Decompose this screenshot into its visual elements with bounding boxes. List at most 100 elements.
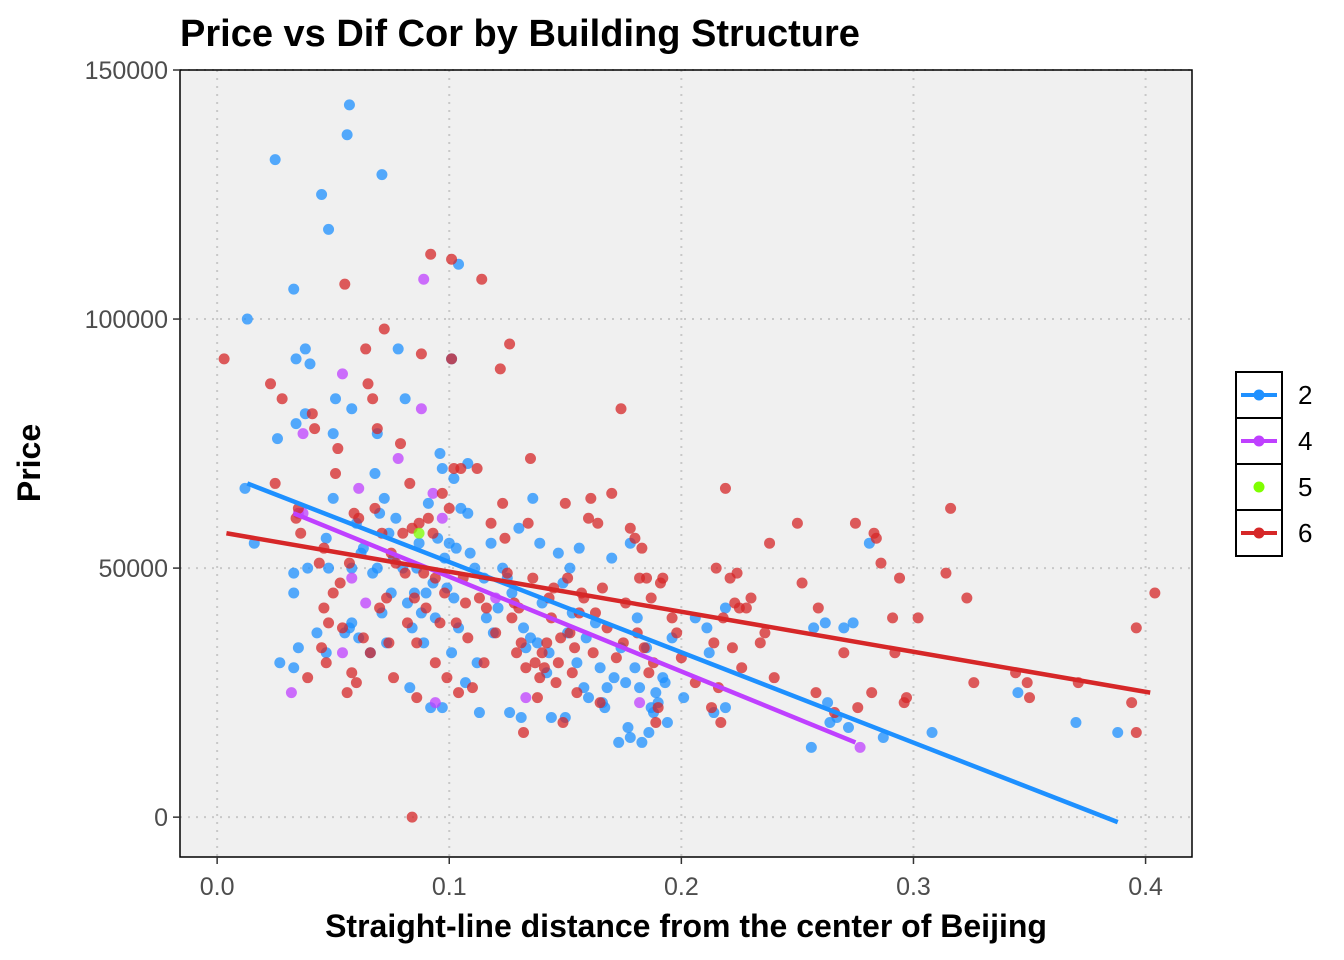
- data-point-series-6: [367, 393, 379, 405]
- data-point-series-2: [376, 169, 388, 181]
- data-point-series-6: [1130, 622, 1142, 634]
- data-point-series-2: [292, 642, 304, 654]
- data-point-series-2: [838, 622, 850, 634]
- data-point-series-6: [564, 627, 576, 639]
- data-point-series-6: [552, 657, 564, 669]
- data-point-series-6: [334, 577, 346, 589]
- data-point-series-6: [462, 632, 474, 644]
- data-point-series-2: [594, 662, 606, 674]
- data-point-series-6: [606, 487, 618, 499]
- fit-lines: [226, 481, 1151, 825]
- legend-label-2: 2: [1298, 380, 1312, 410]
- data-point-series-6: [306, 408, 318, 420]
- data-point-series-6: [624, 522, 636, 534]
- data-point-series-6: [429, 572, 441, 584]
- data-point-series-6: [1149, 587, 1161, 599]
- data-point-series-2: [485, 537, 497, 549]
- data-point-series-6: [399, 567, 411, 579]
- data-point-series-2: [316, 189, 328, 201]
- data-point-series-6: [638, 642, 650, 654]
- data-point-series-6: [466, 682, 478, 694]
- data-point-series-6: [652, 702, 664, 714]
- data-point-series-2: [357, 542, 369, 554]
- data-point-series-6: [838, 647, 850, 659]
- data-point-series-6: [497, 497, 509, 509]
- data-point-series-2: [464, 547, 476, 559]
- data-point-series-6: [594, 697, 606, 709]
- data-point-series-2: [274, 657, 286, 669]
- data-point-series-2: [413, 537, 425, 549]
- data-point-series-6: [471, 462, 483, 474]
- data-point-series-2: [573, 542, 585, 554]
- data-point-series-2: [650, 687, 662, 699]
- data-point-series-6: [446, 353, 458, 365]
- data-point-series-6: [1126, 697, 1138, 709]
- data-point-series-2: [299, 343, 311, 355]
- data-point-series-6: [369, 502, 381, 514]
- data-point-series-2: [288, 283, 300, 295]
- data-point-series-2: [608, 672, 620, 684]
- data-point-series-6: [522, 517, 534, 529]
- data-point-series-6: [524, 453, 536, 465]
- chart-title: Price vs Dif Cor by Building Structure: [180, 13, 860, 55]
- data-point-series-6: [740, 602, 752, 614]
- data-point-series-2: [288, 567, 300, 579]
- legend: 2 4 5 6: [1235, 371, 1312, 557]
- legend-marker-5: [1253, 481, 1265, 493]
- data-point-series-2: [327, 428, 339, 440]
- data-point-series-2: [462, 507, 474, 519]
- data-point-series-2: [448, 472, 460, 484]
- data-point-series-6: [768, 672, 780, 684]
- data-point-series-6: [945, 502, 957, 514]
- data-point-series-2: [434, 448, 446, 460]
- data-point-series-4: [415, 403, 427, 415]
- data-point-series-2: [661, 717, 673, 729]
- data-point-series-6: [343, 557, 355, 569]
- data-point-series-6: [529, 657, 541, 669]
- data-point-series-6: [710, 562, 722, 574]
- data-point-series-2: [446, 647, 458, 659]
- data-point-series-6: [583, 512, 595, 524]
- data-point-series-2: [620, 677, 632, 689]
- data-point-series-2: [926, 726, 938, 738]
- data-point-series-2: [327, 492, 339, 504]
- data-point-series-2: [304, 358, 316, 370]
- data-point-series-6: [506, 612, 518, 624]
- data-point-series-6: [531, 692, 543, 704]
- data-point-series-6: [480, 602, 492, 614]
- data-point-series-6: [408, 592, 420, 604]
- data-point-series-6: [566, 667, 578, 679]
- data-point-series-6: [541, 637, 553, 649]
- data-point-series-6: [940, 567, 952, 579]
- fit-line-series-6: [226, 531, 1151, 695]
- data-point-series-2: [302, 562, 314, 574]
- data-point-series-2: [346, 403, 358, 415]
- data-point-series-6: [439, 587, 451, 599]
- data-point-series-6: [330, 467, 342, 479]
- data-point-series-6: [555, 632, 567, 644]
- data-point-series-6: [336, 622, 348, 634]
- data-point-series-2: [564, 562, 576, 574]
- data-point-series-2: [492, 602, 504, 614]
- data-point-series-6: [494, 363, 506, 375]
- data-point-series-6: [415, 348, 427, 360]
- data-point-series-6: [413, 517, 425, 529]
- data-point-series-4: [429, 697, 441, 709]
- data-point-series-2: [531, 637, 543, 649]
- data-point-series-6: [401, 617, 413, 629]
- data-point-series-6: [585, 492, 597, 504]
- data-point-series-6: [666, 612, 678, 624]
- data-point-series-6: [383, 637, 395, 649]
- legend-marker-6: [1253, 527, 1265, 539]
- data-point-series-4: [297, 428, 309, 440]
- data-point-series-6: [397, 527, 409, 539]
- data-point-series-6: [378, 323, 390, 335]
- data-point-series-6: [395, 438, 407, 450]
- data-point-series-2: [701, 622, 713, 634]
- data-point-series-6: [715, 717, 727, 729]
- data-point-series-2: [624, 731, 636, 743]
- data-point-series-6: [332, 443, 344, 455]
- data-point-series-6: [736, 662, 748, 674]
- legend-marker-2: [1253, 389, 1265, 401]
